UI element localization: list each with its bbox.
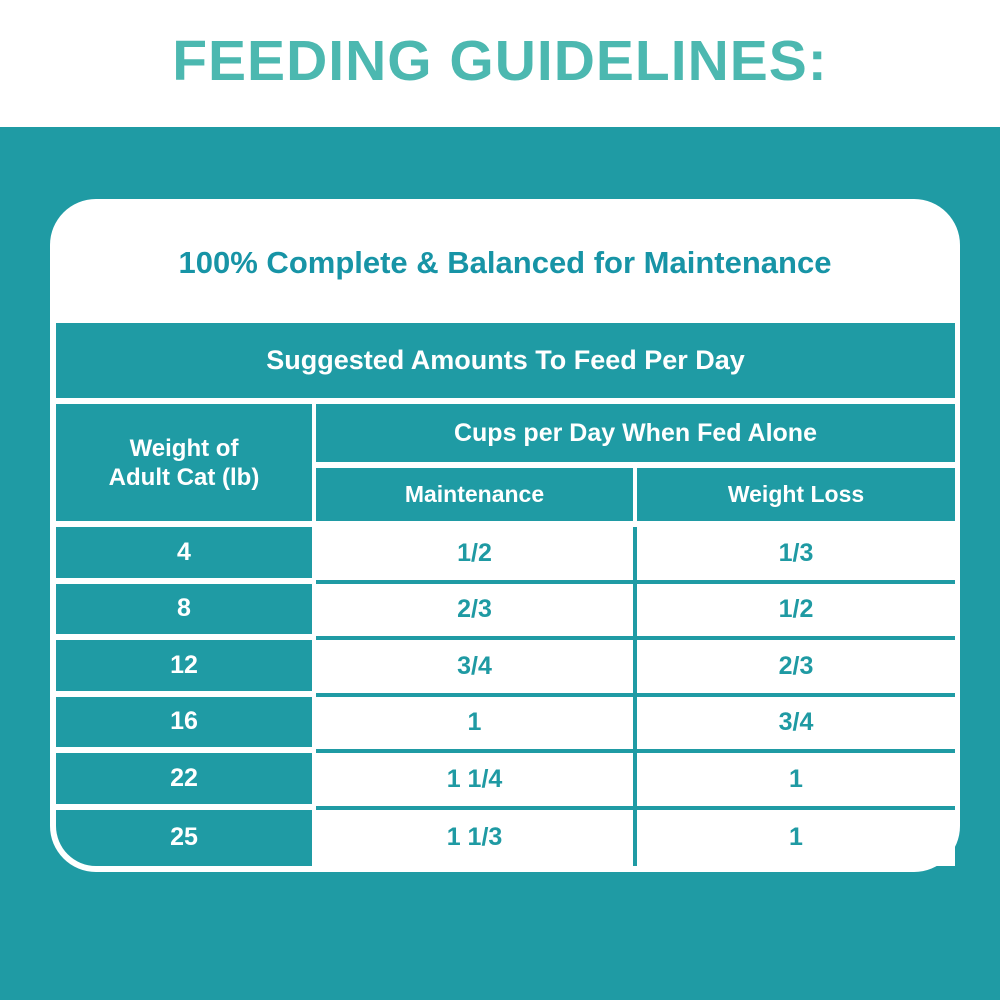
cups-subcolumns: Maintenance Weight Loss xyxy=(316,468,955,521)
weight-loss-cell: 1 xyxy=(637,753,955,810)
column-header-cups-per-day: Cups per Day When Fed Alone xyxy=(316,404,955,462)
weight-cell: 16 xyxy=(56,696,316,753)
weight-loss-cell: 3/4 xyxy=(637,696,955,753)
page-title: FEEDING GUIDELINES: xyxy=(172,28,828,93)
weight-header-line1: Weight of xyxy=(129,434,239,462)
weight-header-line2: Adult Cat (lb) xyxy=(108,463,260,491)
column-header-weight-loss: Weight Loss xyxy=(637,468,955,521)
maintenance-cell: 1 1/3 xyxy=(316,809,637,866)
table-row: 16 1 3/4 xyxy=(56,696,955,753)
weight-loss-cell: 2/3 xyxy=(637,640,955,697)
title-band: FEEDING GUIDELINES: xyxy=(0,0,1000,127)
table-main-header: Suggested Amounts To Feed Per Day xyxy=(56,323,955,398)
weight-cell: 12 xyxy=(56,640,316,697)
table-row: 25 1 1/3 1 xyxy=(56,809,955,866)
card-headline: 100% Complete & Balanced for Maintenance xyxy=(178,245,832,280)
column-header-maintenance: Maintenance xyxy=(316,468,637,521)
cups-header-group: Cups per Day When Fed Alone Maintenance … xyxy=(316,404,955,521)
table-row: 8 2/3 1/2 xyxy=(56,583,955,640)
table-row: 4 1/2 1/3 xyxy=(56,527,955,584)
weight-cell: 25 xyxy=(56,809,316,866)
maintenance-cell: 1 xyxy=(316,696,637,753)
weight-cell: 22 xyxy=(56,753,316,810)
weight-cell: 8 xyxy=(56,583,316,640)
weight-loss-cell: 1 xyxy=(637,809,955,866)
feeding-table: Suggested Amounts To Feed Per Day Weight… xyxy=(56,323,955,866)
weight-loss-cell: 1/3 xyxy=(637,527,955,584)
maintenance-cell: 2/3 xyxy=(316,583,637,640)
maintenance-cell: 1/2 xyxy=(316,527,637,584)
table-body: 4 1/2 1/3 8 2/3 1/2 12 3/4 2/3 16 1 xyxy=(56,527,955,866)
table-sub-header: Weight of Adult Cat (lb) Cups per Day Wh… xyxy=(56,404,955,521)
weight-cell: 4 xyxy=(56,527,316,584)
guidelines-card: 100% Complete & Balanced for Maintenance… xyxy=(50,199,960,872)
table-row: 22 1 1/4 1 xyxy=(56,753,955,810)
weight-loss-cell: 1/2 xyxy=(637,583,955,640)
table-row: 12 3/4 2/3 xyxy=(56,640,955,697)
column-header-weight: Weight of Adult Cat (lb) xyxy=(56,404,316,521)
maintenance-cell: 1 1/4 xyxy=(316,753,637,810)
maintenance-cell: 3/4 xyxy=(316,640,637,697)
